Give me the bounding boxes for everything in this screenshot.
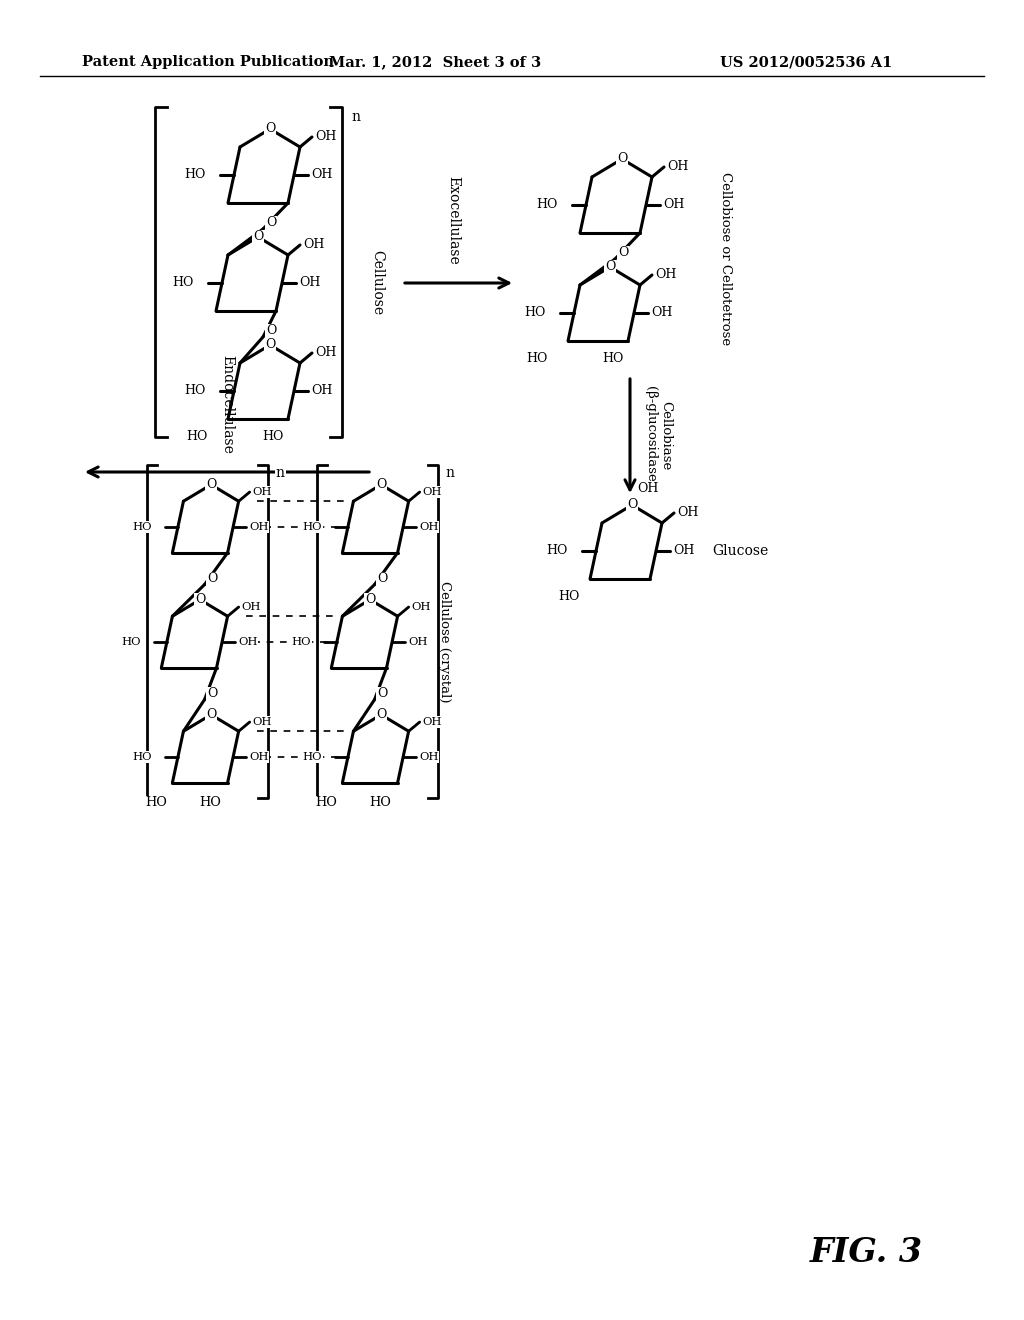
Text: O: O bbox=[207, 688, 217, 701]
Text: HO: HO bbox=[133, 752, 153, 762]
Text: OH: OH bbox=[311, 384, 333, 397]
Text: Mar. 1, 2012  Sheet 3 of 3: Mar. 1, 2012 Sheet 3 of 3 bbox=[329, 55, 541, 69]
Text: O: O bbox=[266, 325, 276, 338]
Text: Endocellulase: Endocellulase bbox=[220, 355, 234, 454]
Text: OH: OH bbox=[239, 638, 258, 647]
Text: OH: OH bbox=[655, 268, 677, 281]
Text: O: O bbox=[266, 216, 276, 230]
Text: OH: OH bbox=[253, 717, 272, 727]
Text: O: O bbox=[616, 153, 627, 165]
Text: OH: OH bbox=[412, 602, 431, 612]
Text: HO: HO bbox=[559, 590, 580, 603]
Text: HO: HO bbox=[122, 638, 141, 647]
Text: n: n bbox=[275, 466, 285, 479]
Text: OH: OH bbox=[253, 487, 272, 498]
Text: n: n bbox=[445, 466, 455, 479]
Text: O: O bbox=[376, 478, 386, 491]
Text: O: O bbox=[206, 708, 216, 721]
Text: O: O bbox=[376, 708, 386, 721]
Text: Cellobiase
(β-glucosidase): Cellobiase (β-glucosidase) bbox=[644, 385, 672, 487]
Text: HO: HO bbox=[303, 752, 323, 762]
Text: O: O bbox=[377, 573, 387, 586]
Text: O: O bbox=[605, 260, 615, 273]
Text: OH: OH bbox=[423, 487, 442, 498]
Text: HO: HO bbox=[173, 276, 194, 289]
Text: OH: OH bbox=[419, 752, 438, 762]
Text: OH: OH bbox=[315, 346, 337, 359]
Text: OH: OH bbox=[677, 507, 698, 520]
Text: HO: HO bbox=[602, 352, 624, 366]
Text: OH: OH bbox=[637, 483, 658, 495]
Text: HO: HO bbox=[184, 384, 206, 397]
Text: Cellobiose or Cellotetrose: Cellobiose or Cellotetrose bbox=[720, 173, 732, 346]
Text: Cellulose (crystal): Cellulose (crystal) bbox=[438, 581, 452, 702]
Text: Exocellulase: Exocellulase bbox=[446, 177, 461, 265]
Text: OH: OH bbox=[299, 276, 321, 289]
Text: O: O bbox=[377, 688, 387, 701]
Text: OH: OH bbox=[311, 169, 333, 181]
Text: HO: HO bbox=[526, 352, 548, 366]
Text: OH: OH bbox=[664, 198, 685, 211]
Text: O: O bbox=[206, 478, 216, 491]
Text: Cellulose: Cellulose bbox=[370, 251, 384, 315]
Text: O: O bbox=[207, 573, 217, 586]
Text: OH: OH bbox=[651, 306, 673, 319]
Text: OH: OH bbox=[419, 521, 438, 532]
Text: n: n bbox=[351, 110, 360, 124]
Text: Patent Application Publication: Patent Application Publication bbox=[82, 55, 334, 69]
Text: OH: OH bbox=[409, 638, 428, 647]
Text: HO: HO bbox=[262, 430, 284, 444]
Text: HO: HO bbox=[537, 198, 558, 211]
Text: HO: HO bbox=[199, 796, 221, 809]
Text: HO: HO bbox=[186, 430, 208, 444]
Text: HO: HO bbox=[547, 544, 568, 557]
Text: HO: HO bbox=[369, 796, 391, 809]
Text: HO: HO bbox=[303, 521, 323, 532]
Text: Glucose: Glucose bbox=[712, 544, 768, 558]
Text: O: O bbox=[253, 231, 263, 243]
Text: OH: OH bbox=[249, 752, 268, 762]
Text: OH: OH bbox=[315, 131, 337, 144]
Text: O: O bbox=[265, 123, 275, 136]
Text: HO: HO bbox=[524, 306, 546, 319]
Text: FIG. 3: FIG. 3 bbox=[810, 1236, 923, 1269]
Text: HO: HO bbox=[184, 169, 206, 181]
Text: HO: HO bbox=[133, 521, 153, 532]
Text: OH: OH bbox=[249, 521, 268, 532]
Text: HO: HO bbox=[145, 796, 167, 809]
Text: O: O bbox=[365, 593, 375, 606]
Text: HO: HO bbox=[315, 796, 337, 809]
Text: OH: OH bbox=[423, 717, 442, 727]
Text: OH: OH bbox=[668, 161, 689, 173]
Text: O: O bbox=[265, 338, 275, 351]
Text: OH: OH bbox=[303, 239, 325, 252]
Text: OH: OH bbox=[242, 602, 261, 612]
Text: O: O bbox=[627, 499, 637, 511]
Text: OH: OH bbox=[674, 544, 694, 557]
Text: US 2012/0052536 A1: US 2012/0052536 A1 bbox=[720, 55, 892, 69]
Text: O: O bbox=[617, 247, 628, 260]
Text: HO: HO bbox=[292, 638, 311, 647]
Text: O: O bbox=[195, 593, 205, 606]
